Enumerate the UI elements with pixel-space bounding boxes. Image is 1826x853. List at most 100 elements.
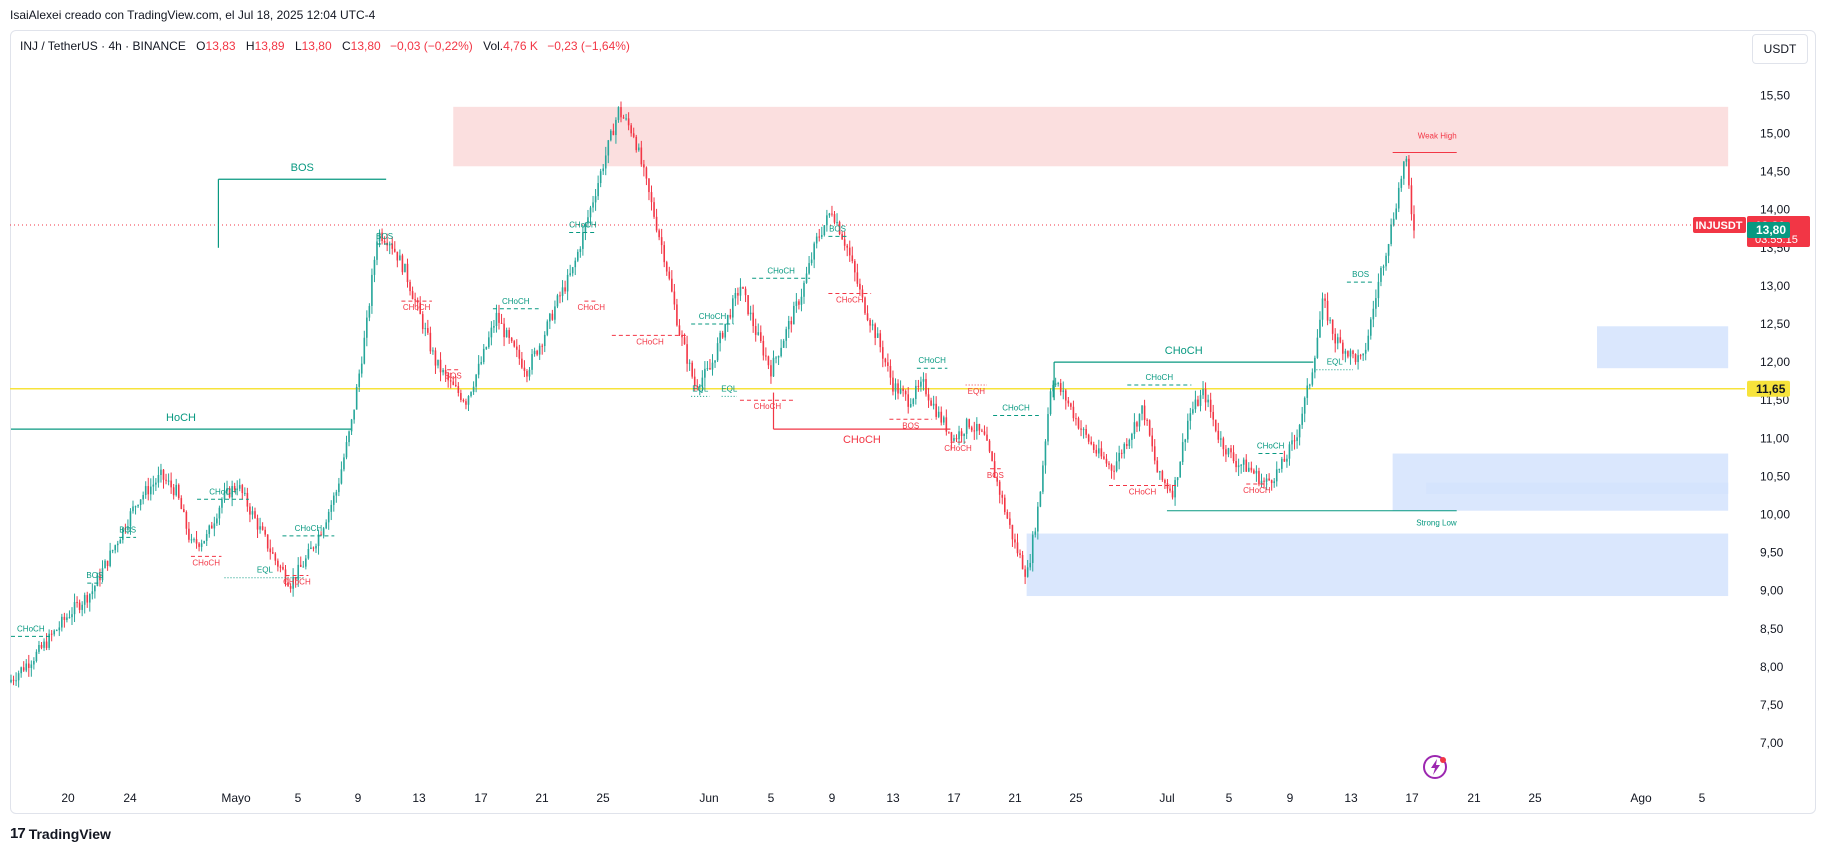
flash-dot bbox=[1440, 757, 1446, 763]
candle-body bbox=[305, 558, 307, 567]
candle-body bbox=[732, 298, 734, 318]
candle-body bbox=[35, 651, 38, 662]
candle-body bbox=[561, 287, 564, 296]
candle-body bbox=[315, 545, 317, 549]
candle-body bbox=[826, 215, 828, 226]
candle-body bbox=[1039, 491, 1042, 507]
candle-body bbox=[1237, 465, 1240, 468]
candle-body bbox=[1003, 497, 1006, 513]
price-tick-label: 12,00 bbox=[1760, 355, 1790, 369]
low-label: L bbox=[294, 39, 302, 53]
currency-button[interactable]: USDT bbox=[1752, 34, 1808, 64]
candle-body bbox=[363, 337, 366, 364]
chart-panel[interactable] bbox=[10, 30, 1816, 814]
candle-body bbox=[157, 474, 160, 483]
symbol-title[interactable]: INJ / TetherUS · 4h · BINANCE bbox=[20, 39, 186, 53]
candle-body bbox=[99, 575, 101, 581]
candle-body bbox=[490, 327, 493, 338]
close-value: 13,80 bbox=[350, 39, 381, 53]
level-price-badge bbox=[1747, 380, 1790, 397]
candle-body bbox=[541, 345, 544, 347]
candle-body bbox=[599, 171, 602, 184]
candle-body bbox=[1042, 465, 1044, 492]
candle-body bbox=[737, 292, 739, 296]
candle-body bbox=[950, 432, 953, 441]
candle-body bbox=[1339, 337, 1342, 343]
time-tick-label: 17 bbox=[1405, 791, 1419, 805]
candle-body bbox=[213, 523, 216, 529]
candle-body bbox=[1326, 300, 1329, 321]
candle-body bbox=[83, 595, 86, 605]
candle-body bbox=[1153, 446, 1156, 461]
time-tick-label: 9 bbox=[1287, 791, 1294, 805]
candle-body bbox=[587, 217, 589, 224]
candle-body bbox=[582, 232, 584, 249]
candle-body bbox=[1105, 458, 1108, 464]
candle-body bbox=[467, 396, 470, 405]
candle-body bbox=[594, 196, 597, 203]
candle-body bbox=[1143, 405, 1146, 420]
candle-body bbox=[1192, 409, 1194, 414]
candle-body bbox=[480, 362, 483, 364]
structure-label: CHoCH bbox=[209, 487, 237, 496]
candle-body bbox=[1176, 477, 1179, 481]
time-tick-label: 13 bbox=[886, 791, 900, 805]
structure-label: EQH bbox=[968, 387, 986, 396]
candle-body bbox=[119, 539, 122, 544]
candle-body bbox=[1334, 333, 1337, 344]
candle-body bbox=[1270, 480, 1273, 484]
candle-body bbox=[155, 482, 157, 485]
level-price-value: 11,65 bbox=[1756, 382, 1786, 396]
candle-body bbox=[421, 314, 424, 330]
candle-body bbox=[1189, 413, 1192, 421]
candle-body bbox=[879, 333, 882, 348]
candle-body bbox=[556, 295, 559, 307]
candle-body bbox=[538, 345, 541, 355]
candle-body bbox=[864, 297, 866, 314]
candle-body bbox=[1387, 244, 1390, 256]
tradingview-brand[interactable]: 17 TradingView bbox=[10, 825, 111, 842]
candle-body bbox=[617, 107, 620, 120]
structure-label: EQL bbox=[692, 384, 709, 393]
candle-body bbox=[1385, 255, 1387, 267]
candle-body bbox=[50, 633, 53, 635]
candle-body bbox=[1209, 399, 1212, 412]
candle-body bbox=[30, 664, 33, 668]
candle-body bbox=[734, 292, 737, 299]
candle-body bbox=[1369, 319, 1372, 336]
candle-body bbox=[122, 528, 124, 540]
candle-body bbox=[1197, 399, 1199, 406]
candle-body bbox=[231, 486, 233, 498]
candle-body bbox=[1397, 187, 1400, 209]
candle-body bbox=[681, 334, 683, 338]
candle-body bbox=[1179, 461, 1181, 478]
candle-body bbox=[533, 350, 536, 355]
candle-body bbox=[170, 480, 172, 488]
candle-body bbox=[294, 576, 297, 581]
candle-body bbox=[259, 526, 261, 530]
candle-body bbox=[1400, 178, 1403, 188]
candle-body bbox=[475, 374, 477, 387]
candle-body bbox=[859, 283, 861, 290]
candle-body bbox=[114, 545, 117, 551]
candle-body bbox=[350, 419, 353, 432]
candle-body bbox=[549, 313, 551, 322]
candle-body bbox=[767, 356, 770, 366]
candle-body bbox=[752, 312, 754, 327]
candle-body bbox=[780, 347, 782, 357]
candle-body bbox=[429, 332, 432, 352]
candle-body bbox=[1064, 390, 1067, 401]
candle-body bbox=[134, 506, 137, 508]
flash-icon[interactable] bbox=[1423, 755, 1447, 779]
candle-body bbox=[68, 617, 71, 619]
candle-body bbox=[693, 376, 696, 386]
candle-body bbox=[1212, 411, 1215, 420]
candle-body bbox=[1194, 399, 1197, 410]
candle-body bbox=[317, 534, 320, 546]
candle-body bbox=[869, 319, 871, 326]
candle-body bbox=[887, 362, 889, 366]
candle-body bbox=[368, 305, 371, 318]
structure-label: HoCH bbox=[166, 412, 196, 424]
candle-body bbox=[302, 566, 305, 568]
